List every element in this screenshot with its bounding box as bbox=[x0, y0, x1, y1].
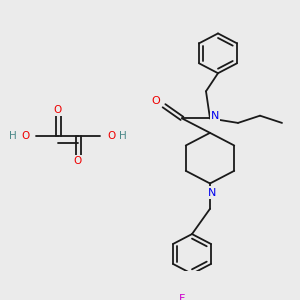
Text: O: O bbox=[54, 105, 62, 115]
Text: N: N bbox=[208, 188, 216, 197]
Text: F: F bbox=[179, 294, 185, 300]
Text: O: O bbox=[107, 130, 115, 141]
Text: N: N bbox=[211, 111, 219, 121]
Text: H: H bbox=[119, 130, 127, 141]
Text: O: O bbox=[74, 156, 82, 166]
Text: H: H bbox=[9, 130, 17, 141]
Text: O: O bbox=[152, 96, 160, 106]
Text: O: O bbox=[21, 130, 29, 141]
